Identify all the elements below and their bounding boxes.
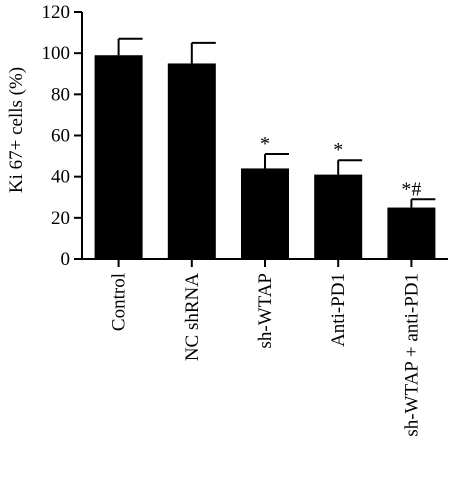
bars: * * *# [94,37,436,260]
bar [94,55,143,259]
x-category-label: sh-WTAP + anti-PD1 [401,273,422,437]
x-category-label: Anti-PD1 [328,273,349,347]
bar [167,63,216,260]
x-category-label: NC shRNA [182,273,203,361]
bar [387,207,436,259]
y-tick-label: 40 [51,167,70,188]
y-tick-label: 20 [51,208,70,229]
x-category-label: Control [109,273,130,331]
y-axis-label: Ki 67+ cells (%) [6,67,27,193]
y-tick-label: 60 [51,126,70,147]
bar [241,168,289,259]
significance-marker: * [260,133,270,155]
x-axis: Control NC shRNA sh-WTAP Anti-PD1 sh-WTAP + … [82,258,448,437]
y-tick-label: 80 [51,84,70,105]
bar [314,174,363,259]
significance-marker: * [333,139,343,161]
y-axis: 0 20 40 60 80 100 120 [42,2,83,270]
x-category-label: sh-WTAP [255,273,276,349]
significance-marker: *# [401,178,421,200]
y-tick-label: 120 [42,2,71,23]
y-tick-label: 0 [61,249,71,270]
y-tick-label: 100 [42,43,71,64]
